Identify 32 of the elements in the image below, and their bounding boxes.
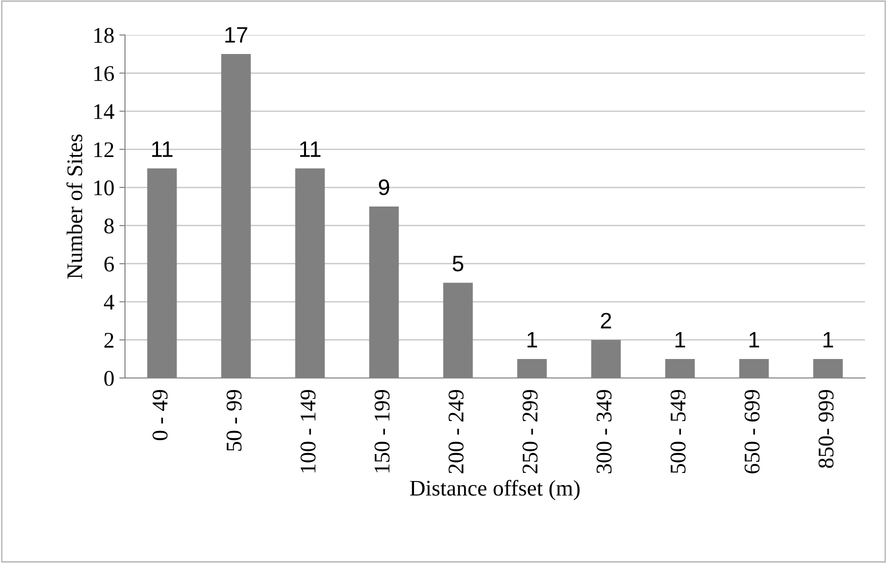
x-tick-label: 850- 999 [818,390,834,468]
y-tick-label: 2 [104,332,114,348]
x-tick-label: 500 - 549 [670,390,686,473]
y-tick-label: 12 [94,142,114,158]
data-label: 1 [824,332,834,348]
x-axis-title: Distance offset (m) [410,480,580,500]
data-label: 11 [152,142,172,157]
x-tick-label: 300 - 349 [596,390,612,474]
x-tick-label: 150 - 199 [374,390,390,472]
data-label: 5 [452,256,464,272]
y-tick-label: 0 [104,370,114,386]
data-label: 1 [528,332,538,348]
x-tick-label: 100 - 149 [300,390,316,472]
y-tick-label: 6 [104,256,114,272]
data-label: 9 [378,179,390,196]
x-tick-label: 0 - 49 [152,390,168,440]
data-label: 1 [676,332,686,348]
y-tick-label: 14 [94,104,114,119]
data-label: 11 [300,142,320,157]
y-tick-label: 4 [104,294,114,310]
x-tick-label: 650 - 699 [744,390,760,474]
y-tick-label: 8 [104,218,114,234]
data-label: 1 [750,332,760,348]
y-axis-title: Number of Sites [66,134,82,279]
data-label: 2 [600,312,612,328]
x-tick-label: 200 - 249 [448,390,464,474]
x-tick-label: 250 - 299 [522,390,538,474]
y-tick-label: 10 [94,180,114,196]
x-tick-label: 50 - 99 [226,390,242,451]
y-tick-label: 16 [94,66,114,82]
data-label: 17 [225,27,248,42]
y-tick-label: 18 [94,28,114,43]
